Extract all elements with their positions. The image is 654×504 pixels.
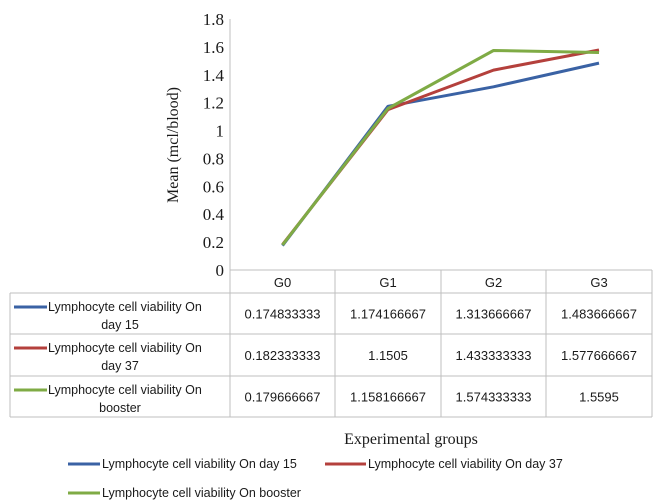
- x-axis-title: Experimental groups: [344, 431, 478, 448]
- table-value-cell: 1.577666667: [561, 348, 637, 363]
- y-tick-label: 1: [216, 122, 225, 141]
- table-series-label: Lymphocyte cell viability On: [48, 300, 202, 314]
- table-value-cell: 1.174166667: [350, 307, 426, 322]
- table-series-label: Lymphocyte cell viability On: [48, 341, 202, 355]
- table-value-cell: 1.158166667: [350, 390, 426, 405]
- table-series-label: day 37: [101, 359, 139, 373]
- legend-label: Lymphocyte cell viability On day 37: [368, 457, 563, 471]
- y-tick-label: 0: [216, 261, 225, 280]
- x-category-label: G1: [379, 275, 396, 290]
- y-tick-label: 0.2: [203, 233, 224, 252]
- table-value-cell: 1.433333333: [456, 348, 532, 363]
- y-tick-label: 0.4: [203, 205, 225, 224]
- series-line-3: [281, 49, 600, 246]
- table-value-cell: 0.174833333: [245, 307, 321, 322]
- table-value-cell: 1.313666667: [456, 307, 532, 322]
- table-value-cell: 0.182333333: [245, 348, 321, 363]
- table-value-cell: 1.5595: [579, 390, 619, 405]
- legend-label: Lymphocyte cell viability On booster: [102, 486, 301, 500]
- y-axis-title: Mean (mcl/blood): [165, 87, 182, 203]
- table-value-cell: 0.179666667: [245, 390, 321, 405]
- y-tick-label: 1.8: [203, 10, 224, 29]
- y-tick-label: 1.4: [203, 66, 225, 85]
- table-value-cell: 1.483666667: [561, 307, 637, 322]
- table-value-cell: 1.1505: [368, 348, 408, 363]
- x-category-label: G2: [485, 275, 502, 290]
- y-tick-label: 0.6: [203, 177, 224, 196]
- y-tick-label: 0.8: [203, 149, 224, 168]
- x-category-label: G0: [274, 275, 291, 290]
- table-series-label: Lymphocyte cell viability On: [48, 383, 202, 397]
- x-category-label: G3: [590, 275, 607, 290]
- y-tick-label: 1.6: [203, 38, 224, 57]
- table-series-label: day 15: [101, 318, 139, 332]
- legend-label: Lymphocyte cell viability On day 15: [102, 457, 297, 471]
- table-series-label: booster: [99, 401, 141, 415]
- table-value-cell: 1.574333333: [456, 390, 532, 405]
- y-tick-label: 1.2: [203, 94, 224, 113]
